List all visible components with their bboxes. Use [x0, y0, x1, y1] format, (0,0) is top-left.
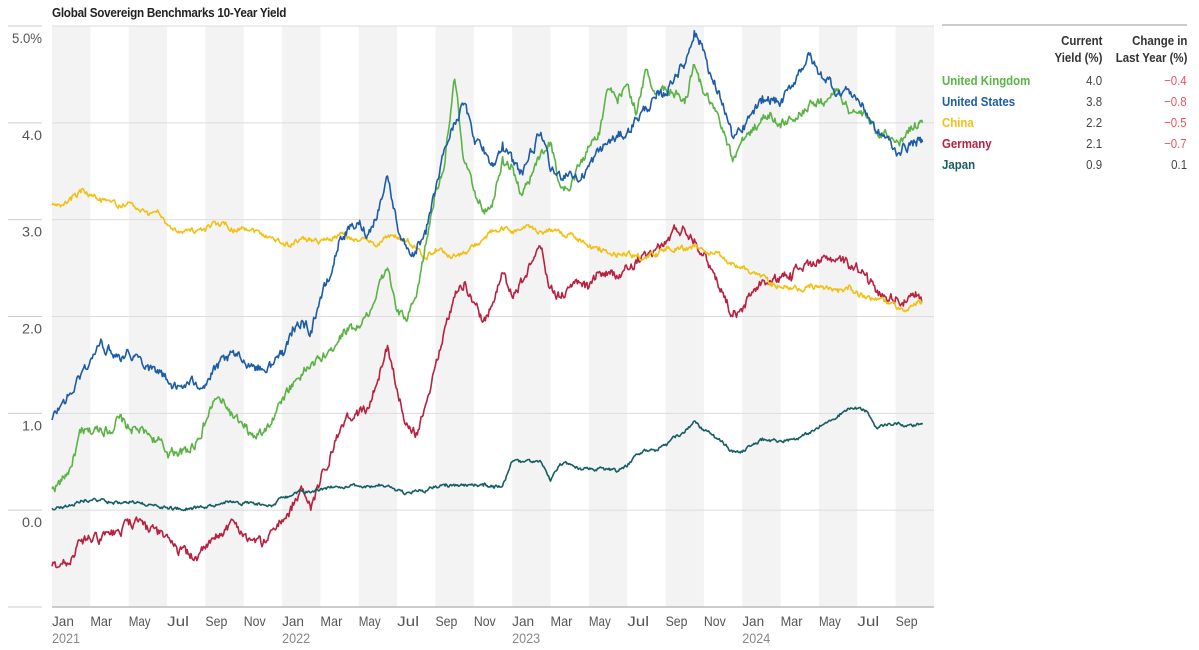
x-tick-label: Sep [896, 613, 918, 629]
series-lines [51, 30, 924, 569]
legend-current-yield: 2.1 [1086, 136, 1103, 151]
legend-row: Germany 2.1 −0.7 [942, 133, 1187, 154]
x-tick-label: Nov [474, 613, 496, 629]
legend-current-yield: 4.0 [1086, 73, 1103, 88]
legend-country: United States [942, 94, 1016, 109]
y-tick-label: 4.0 [22, 127, 42, 143]
x-tick-label: May [819, 613, 841, 629]
y-tick-label: 1.0 [22, 417, 42, 433]
x-tick-label: Sep [205, 613, 227, 629]
x-tick-label: Nov [244, 613, 266, 629]
legend-country: Japan [942, 157, 976, 172]
legend-change: −0.7 [1164, 136, 1187, 151]
x-tick-label: Mar [320, 613, 342, 629]
x-tick-label: May [359, 613, 381, 629]
legend-country: Germany [942, 136, 992, 151]
legend-change: −0.4 [1164, 73, 1187, 88]
x-tick-label: Jul [857, 613, 879, 629]
header-current-yield: Current Yield (%) [1054, 33, 1103, 65]
x-tick-label: Sep [435, 613, 457, 629]
x-tick-label: Jan [512, 613, 534, 629]
legend-current-yield: 0.9 [1086, 157, 1103, 172]
legend-country: China [942, 115, 974, 130]
legend-table: Current Yield (%) Change in Last Year (%) … [942, 24, 1187, 175]
x-tick-label: Jul [167, 613, 189, 629]
legend-change: 0.1 [1171, 157, 1187, 172]
y-tick-label: 3.0 [22, 224, 42, 240]
legend-current-yield: 3.8 [1086, 94, 1103, 109]
x-tick-label: Sep [666, 613, 688, 629]
y-axis: 5.0% 4.0 3.0 2.0 1.0 0.0 [12, 30, 42, 530]
x-tick-label: Mar [551, 613, 573, 629]
x-tick-label: Jan [52, 613, 74, 629]
legend-country: United Kingdom [942, 73, 1031, 88]
x-year-label: 2021 [52, 630, 80, 646]
x-year-label: 2022 [282, 630, 310, 646]
legend-change: −0.8 [1164, 94, 1187, 109]
y-tick-label: 5.0% [12, 30, 42, 46]
x-tick-label: Nov [704, 613, 726, 629]
x-tick-label: Jan [742, 613, 764, 629]
legend-current-yield: 2.2 [1086, 115, 1103, 130]
series-line-united-kingdom [51, 63, 924, 493]
x-year-label: 2023 [512, 630, 540, 646]
y-tick-label: 0.0 [22, 514, 42, 530]
x-tick-label: May [129, 613, 151, 629]
legend-change: −0.5 [1164, 115, 1187, 130]
x-tick-label: Mar [781, 613, 803, 629]
legend-top-rule [942, 24, 1187, 26]
x-tick-label: May [589, 613, 611, 629]
x-tick-label: Jan [282, 613, 304, 629]
chart-title: Global Sovereign Benchmarks 10-Year Yiel… [52, 5, 287, 20]
legend-row: United States 3.8 −0.8 [942, 91, 1187, 112]
x-tick-label: Jul [397, 613, 419, 629]
legend-row: United Kingdom 4.0 −0.4 [942, 70, 1187, 91]
legend-row: China 2.2 −0.5 [942, 112, 1187, 133]
x-tick-label: Mar [90, 613, 112, 629]
series-line-germany [51, 224, 923, 569]
gridlines [8, 25, 934, 608]
legend-row: Japan 0.9 0.1 [942, 154, 1187, 175]
x-year-label: 2024 [742, 630, 770, 646]
series-line-japan [51, 406, 924, 512]
header-change-last-year: Change in Last Year (%) [1115, 33, 1187, 65]
y-tick-label: 2.0 [22, 321, 42, 337]
series-line-united-states [51, 30, 924, 421]
series-line-china [51, 187, 923, 313]
x-tick-label: Jul [627, 613, 649, 629]
